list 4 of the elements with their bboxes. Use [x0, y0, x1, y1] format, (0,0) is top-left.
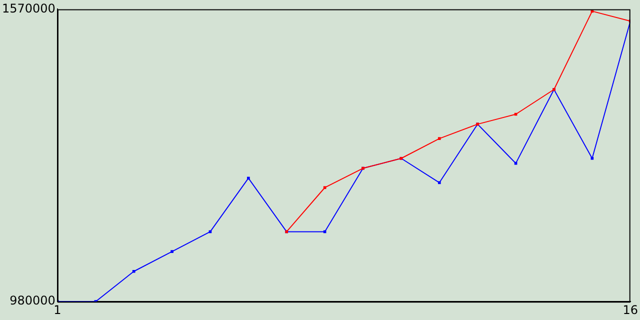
y-tick-label: 1570000 — [2, 1, 56, 16]
y-tick-label: 980000 — [10, 294, 56, 308]
x-tick-label: 16 — [622, 302, 638, 317]
x-tick-label: 1 — [54, 302, 62, 317]
